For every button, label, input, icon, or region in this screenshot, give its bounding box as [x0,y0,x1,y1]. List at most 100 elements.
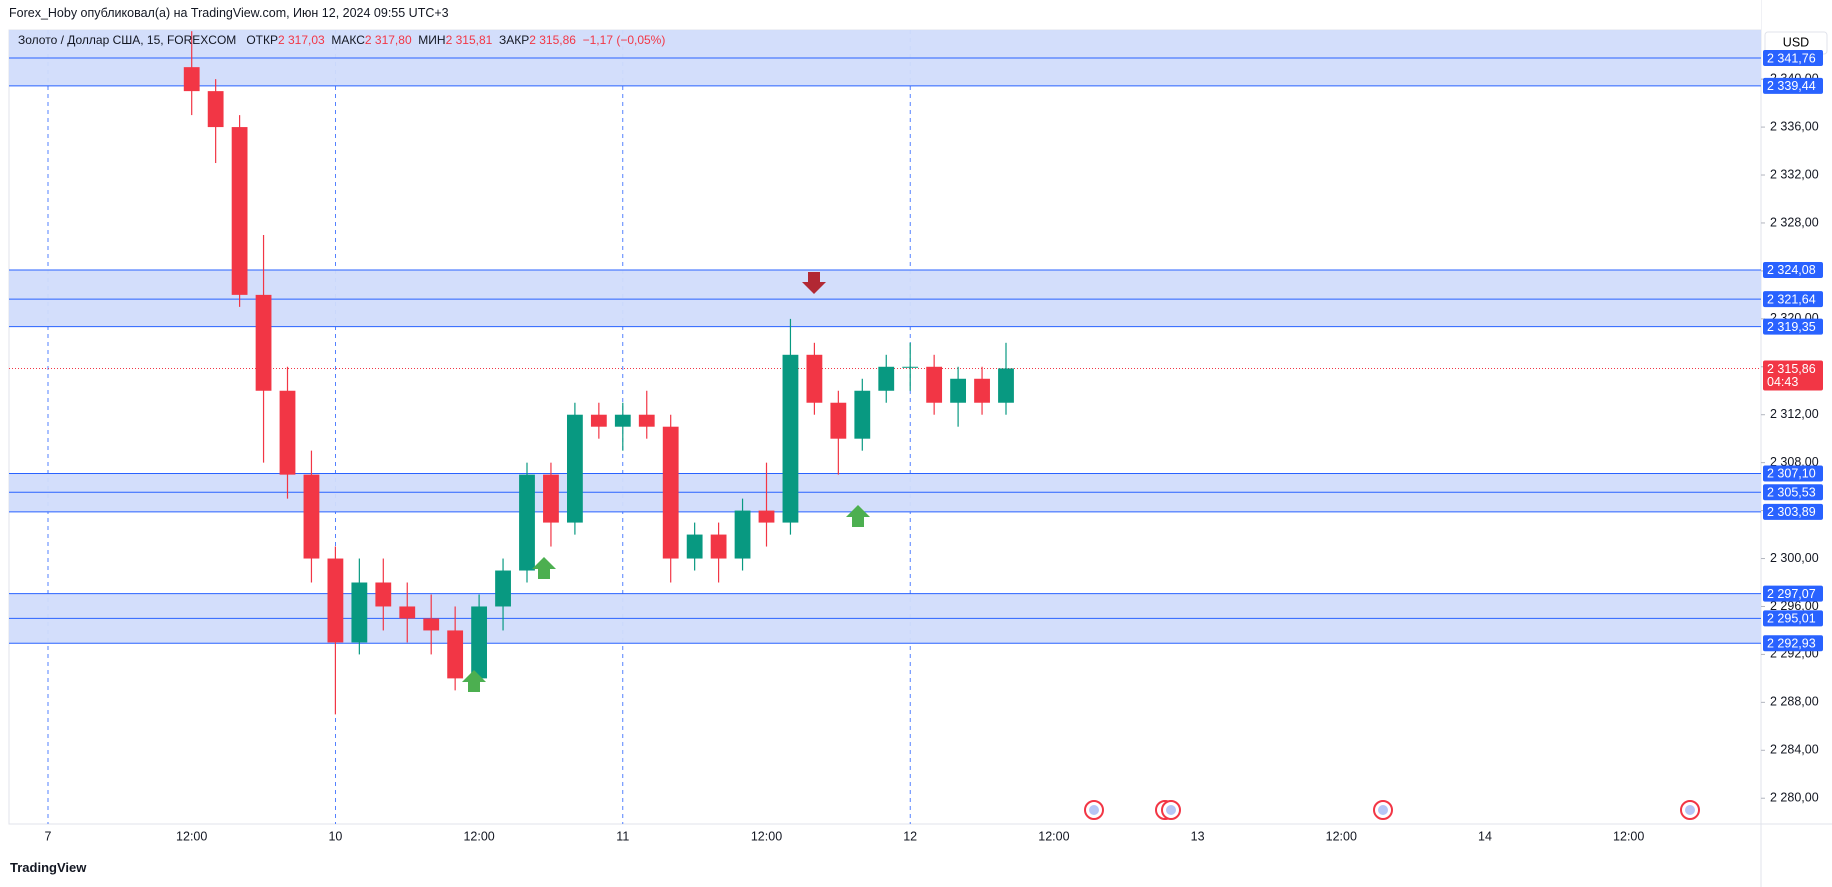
candle-body [327,558,344,643]
level-label-box [1763,77,1823,94]
x-tick-label: 12 [903,829,917,843]
candle-body [231,127,248,295]
close-value: 2 315,86 [529,33,576,47]
candle-body [519,474,535,571]
y-tick-label: 2 300,00 [1770,551,1819,565]
level-label: 2 319,35 [1767,320,1816,334]
candle-body [758,510,775,523]
publish-header: Forex_Hoby опубликовал(а) на TradingView… [9,6,449,20]
y-tick-label: 2 312,00 [1770,407,1819,421]
y-tick-label: 2 296,00 [1770,599,1819,613]
header-mask [0,0,1761,30]
last-price-label: 2 315,86 [1767,362,1816,376]
low-label: МИН [418,33,446,47]
countdown: 04:43 [1767,375,1798,389]
level-label-box [1763,585,1823,602]
change: −1,17 (−0,05%) [582,33,666,47]
level-label: 2 339,44 [1767,79,1816,93]
level-label: 2 297,07 [1767,587,1816,601]
y-tick-label: 2 284,00 [1770,743,1819,757]
event-flag [1166,805,1176,815]
level-label: 2 324,08 [1767,263,1816,277]
high-label: МАКС [331,33,365,47]
candle-body [662,426,679,559]
y-tick-label: 2 328,00 [1770,215,1819,229]
candle-body [998,368,1014,403]
level-label-box [1763,261,1823,278]
level-label: 2 321,64 [1767,292,1816,306]
level-label-box [1763,635,1823,652]
candle-body [255,294,272,391]
x-tick-label: 12:00 [1038,829,1069,843]
level-label: 2 307,10 [1767,467,1816,481]
level-label-box [1763,50,1823,67]
candle-body [782,354,799,523]
candle-body [279,390,296,475]
up-arrow [846,505,870,527]
event-icons [1084,800,1700,820]
up-arrow [462,670,486,692]
x-tick-label: 10 [328,829,342,843]
candle-body [566,414,583,523]
open-label: ОТКР [246,33,278,47]
level-label-box [1763,291,1823,308]
candle-body [471,606,488,679]
low-value: 2 315,81 [445,33,493,47]
candle-body [614,414,631,427]
candle-body [686,534,703,559]
candle-body [902,366,919,368]
plot-frame [8,29,1762,825]
candle-body [399,606,416,619]
x-tick-label: 12:00 [751,829,782,843]
candle-body [590,414,607,427]
x-tick-label: 11 [616,829,629,843]
up-arrow [532,557,556,579]
candle-body [183,67,200,92]
currency[interactable]: USD [1783,35,1809,49]
last-price-box [1763,360,1823,391]
level-label: 2 295,01 [1767,612,1816,626]
candle-body [375,582,392,607]
candle-body [830,402,847,439]
level-label-box [1763,503,1823,520]
event-flag [1089,805,1099,815]
y-tick-label: 2 280,00 [1770,791,1819,805]
level-label-box [1763,484,1823,501]
x-tick-label: 13 [1191,829,1205,843]
overlay-layer [0,0,1761,824]
candle-body [878,366,895,391]
symbol: Золото / Доллар США, 15, FOREXCOM [18,33,237,47]
zone [9,269,1761,327]
level-label: 2 341,76 [1767,51,1816,65]
candle-body [423,618,440,631]
level-label-box [1763,318,1823,335]
candle-body [806,354,823,403]
x-tick-label: 12:00 [463,829,494,843]
candle-body [854,390,871,439]
candle-body [495,570,511,607]
x-tick-label: 12:00 [1613,829,1644,843]
close-label: ЗАКР [498,33,530,47]
signal-arrows [462,272,870,692]
level-label: 2 292,93 [1767,637,1816,651]
open-value: 2 317,03 [277,33,325,47]
y-tick-label: 2 288,00 [1770,695,1819,709]
y-tick-label: 2 332,00 [1770,167,1819,181]
x-tick-label: 7 [45,829,52,843]
level-label-box [1763,465,1823,482]
high-value: 2 317,80 [364,33,412,47]
candle-body [710,534,727,559]
event-flag [1378,805,1388,815]
candle-body [974,378,990,403]
candle-body [447,630,464,679]
candle-body [926,366,943,403]
y-tick-label: 2 336,00 [1770,119,1819,133]
candle-body [543,474,559,523]
logo[interactable]: TradingView [10,860,87,875]
level-label-box [1763,610,1823,627]
legend: Золото / Доллар США, 15, FOREXCOM ОТКР 2 … [18,33,665,47]
down-arrow [802,272,826,294]
x-tick-label: 12:00 [176,829,207,843]
